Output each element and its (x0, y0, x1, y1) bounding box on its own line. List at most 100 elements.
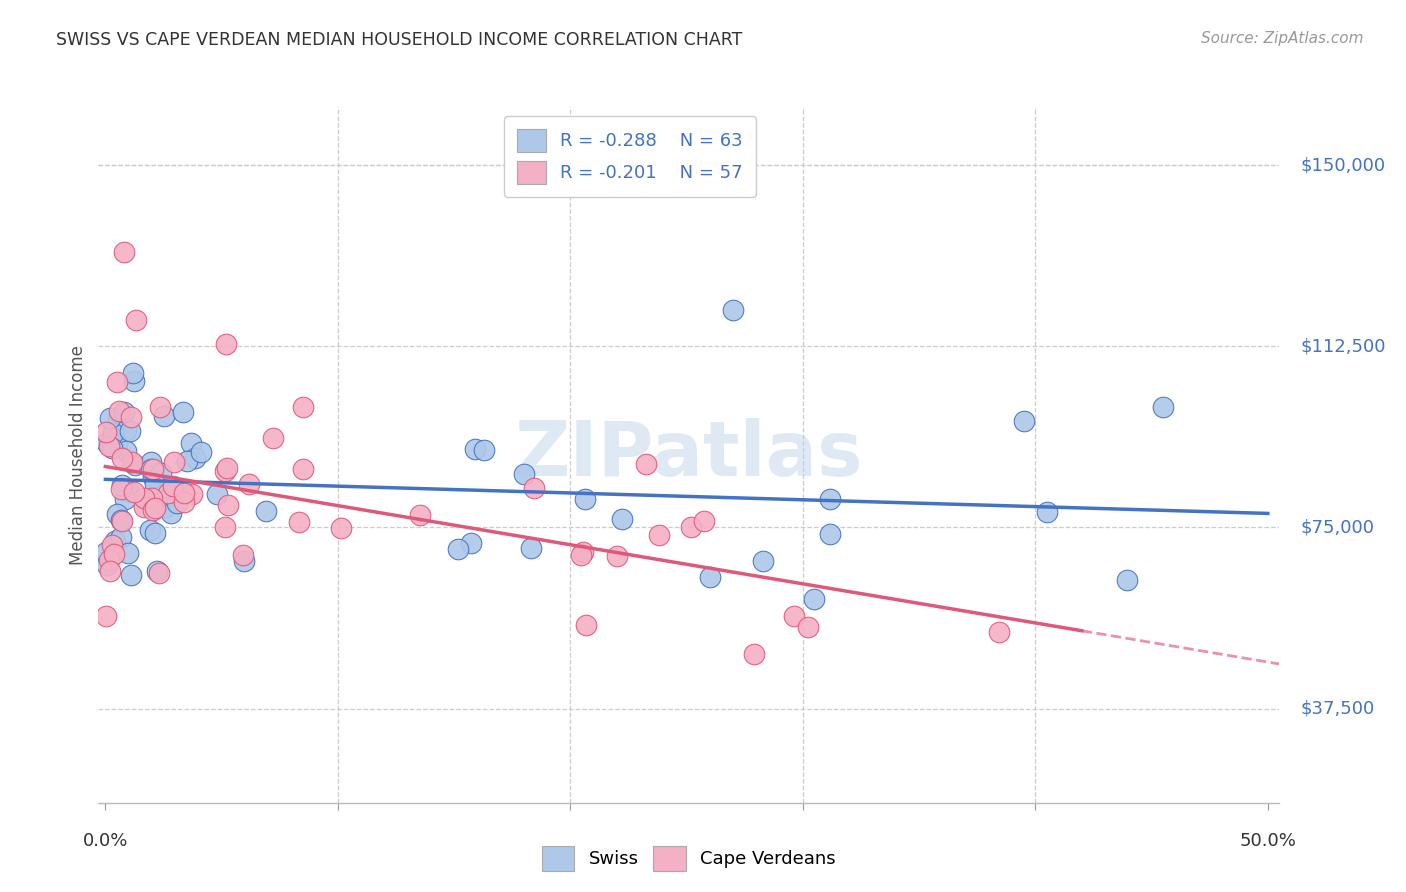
Point (117, 483, 139, 498)
Point (818, 491, 841, 506)
Point (217, 499, 239, 513)
Point (571, 548, 593, 562)
Point (574, 491, 596, 506)
Point (122, 484, 145, 499)
Point (115, 444, 138, 458)
Point (262, 431, 284, 445)
Point (783, 609, 806, 624)
Point (803, 591, 825, 606)
Point (122, 374, 145, 388)
Point (150, 467, 173, 481)
Point (142, 503, 165, 517)
Point (215, 336, 238, 351)
Y-axis label: Median Household Income: Median Household Income (69, 345, 87, 565)
Point (797, 620, 820, 634)
Point (139, 455, 162, 469)
Point (647, 528, 669, 542)
Point (121, 366, 143, 380)
Point (818, 527, 841, 541)
Point (134, 500, 156, 514)
Point (124, 458, 146, 472)
Point (693, 514, 716, 528)
Point (173, 486, 195, 500)
Point (176, 454, 198, 468)
Point (288, 515, 311, 529)
Point (180, 435, 202, 450)
Point (110, 513, 132, 527)
Point (172, 405, 194, 419)
Point (217, 461, 239, 475)
Point (190, 445, 212, 459)
Point (117, 546, 139, 560)
Point (460, 536, 482, 550)
Point (752, 554, 775, 568)
Point (139, 461, 162, 475)
Point (120, 424, 142, 438)
Point (742, 647, 765, 661)
Point (108, 403, 131, 417)
Text: $112,500: $112,500 (1301, 337, 1386, 355)
Point (699, 569, 721, 583)
Point (111, 514, 134, 528)
Point (110, 450, 132, 465)
Point (103, 425, 125, 440)
Point (96, 436, 118, 450)
Point (575, 618, 598, 632)
Point (120, 410, 142, 425)
Point (141, 491, 163, 505)
Point (142, 461, 165, 475)
Point (447, 541, 470, 556)
Point (464, 442, 486, 457)
Point (988, 625, 1011, 640)
Text: Source: ZipAtlas.com: Source: ZipAtlas.com (1201, 31, 1364, 46)
Point (214, 464, 236, 478)
Point (110, 530, 132, 544)
Point (292, 462, 315, 476)
Point (1115, 573, 1137, 587)
Point (98, 437, 121, 451)
Text: 50.0%: 50.0% (1240, 831, 1296, 850)
Point (120, 568, 142, 582)
Point (163, 455, 186, 469)
Point (105, 437, 128, 451)
Text: $37,500: $37,500 (1301, 699, 1375, 717)
Point (145, 564, 167, 578)
Point (612, 512, 634, 526)
Point (254, 504, 277, 518)
Point (121, 455, 143, 469)
Point (160, 506, 183, 520)
Point (156, 486, 179, 500)
Point (238, 477, 260, 491)
Point (329, 521, 352, 535)
Point (101, 441, 124, 455)
Point (114, 405, 136, 419)
Point (214, 520, 236, 534)
Point (721, 303, 744, 318)
Point (1012, 414, 1035, 428)
Point (512, 467, 534, 482)
Point (94, 545, 117, 559)
Point (233, 553, 256, 567)
Point (105, 376, 128, 390)
Point (472, 442, 495, 457)
Point (143, 526, 166, 541)
Point (138, 524, 160, 538)
Point (142, 470, 165, 484)
Point (103, 547, 125, 561)
Point (153, 409, 176, 424)
Point (606, 549, 628, 564)
Point (98, 410, 121, 425)
Point (148, 566, 170, 580)
Legend: R = -0.288    N = 63, R = -0.201    N = 57: R = -0.288 N = 63, R = -0.201 N = 57 (505, 116, 755, 197)
Point (523, 481, 546, 495)
Point (166, 496, 188, 510)
Point (98, 564, 121, 578)
Point (104, 534, 127, 549)
Point (96, 425, 118, 439)
Text: $150,000: $150,000 (1301, 156, 1386, 174)
Point (292, 400, 315, 414)
Point (679, 520, 702, 534)
Point (149, 401, 172, 415)
Point (94, 608, 117, 623)
Point (98, 553, 121, 567)
